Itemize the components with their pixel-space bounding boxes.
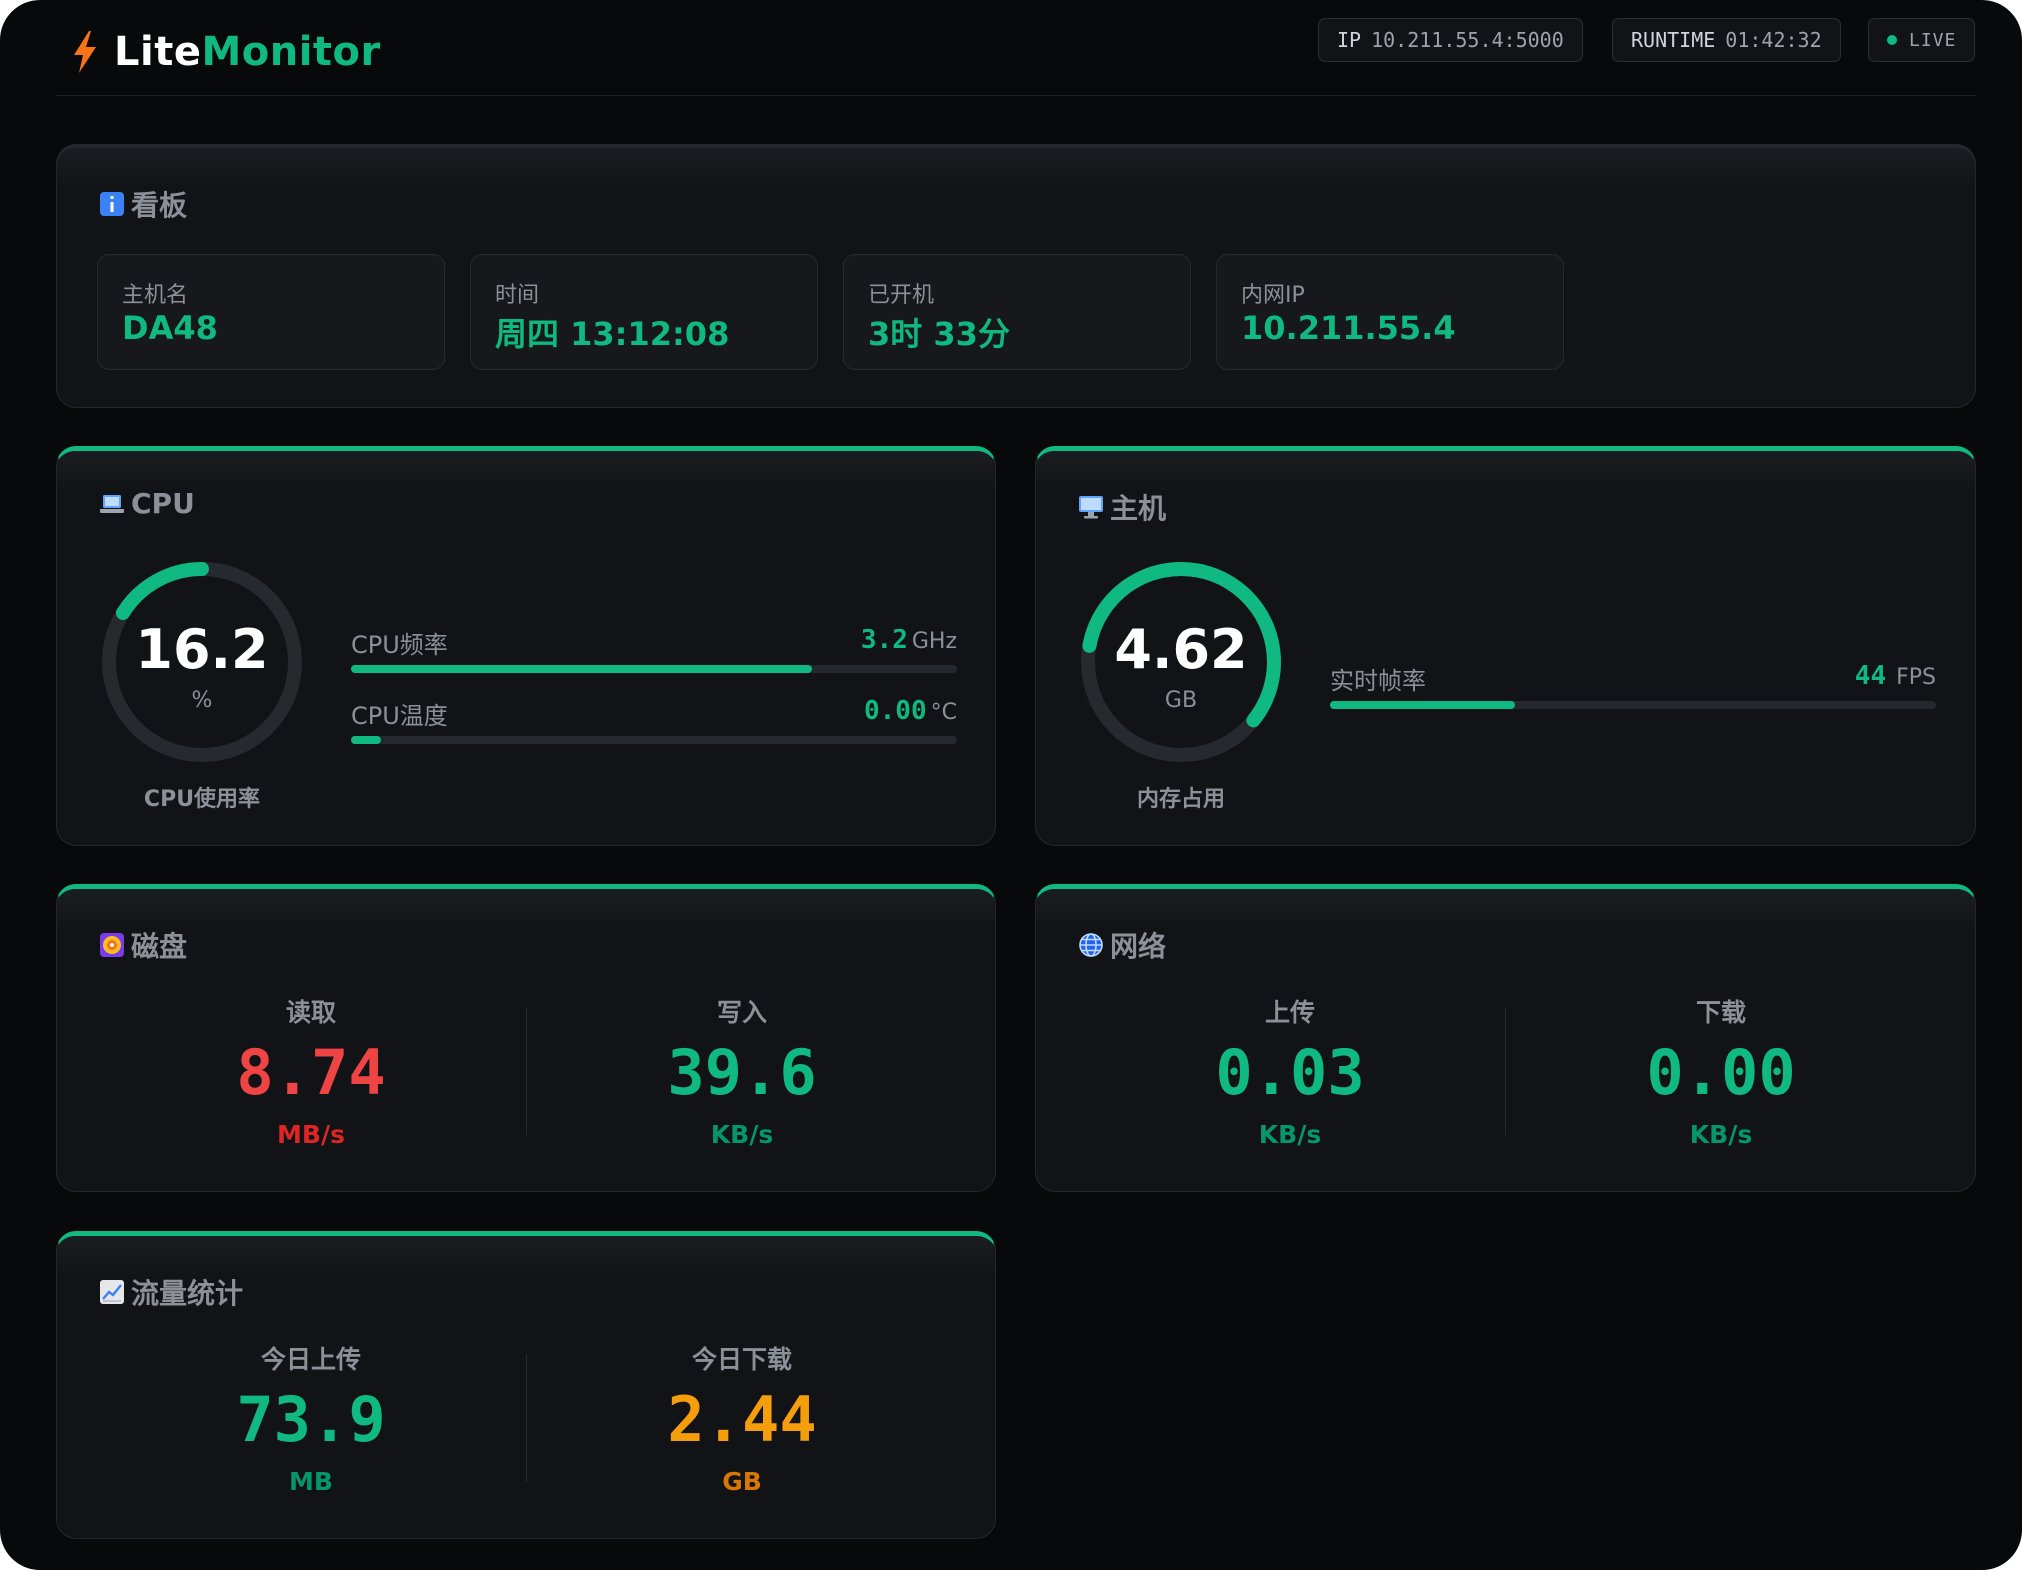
cpu-temperature-fill <box>351 736 382 744</box>
traffic-title: 流量统计 <box>99 1272 243 1312</box>
host-panel: 主机 4.62 GB 内存占用 实时帧率 44 FPS <box>1035 446 1976 846</box>
globe-icon <box>1079 933 1103 957</box>
brand-name-lite: Lite <box>114 29 202 75</box>
network-panel: 网络 上传 0.03 KB/s 下载 0.00 KB/s <box>1035 884 1976 1192</box>
disk-read-stat: 读取 8.74 MB/s <box>161 993 461 1153</box>
brand-logo: Lite Monitor <box>70 22 381 82</box>
laptop-icon <box>100 494 124 513</box>
disk-write-value: 39.6 <box>667 1036 817 1109</box>
cpu-usage-caption: CPU使用率 <box>143 787 261 812</box>
traffic-upload-value: 73.9 <box>236 1383 386 1456</box>
traffic-download-stat: 今日下载 2.44 GB <box>592 1340 892 1500</box>
info-icon <box>100 192 124 216</box>
cpu-frequency-fill <box>351 665 812 673</box>
live-badge: LIVE <box>1868 18 1976 62</box>
traffic-divider <box>526 1354 527 1482</box>
memory-usage-arc <box>1081 562 1281 762</box>
network-title: 网络 <box>1078 925 1166 965</box>
memory-usage-value: 4.62 <box>1114 618 1248 681</box>
cpu-panel: CPU 16.2 % CPU使用率 CPU频率 3.2 GHz CPU温度 0.0… <box>56 446 996 846</box>
cpu-usage-unit: % <box>191 688 213 713</box>
cpu-temperature-bar <box>351 736 957 744</box>
dashboard-title: 看板 <box>99 184 187 224</box>
traffic-download-value: 2.44 <box>667 1383 817 1456</box>
memory-usage-gauge <box>1081 562 1281 762</box>
memory-usage-unit: GB <box>1164 688 1198 713</box>
fps-fill <box>1330 701 1515 709</box>
traffic-upload-stat: 今日上传 73.9 MB <box>161 1340 461 1500</box>
network-download-value: 0.00 <box>1646 1036 1796 1109</box>
disk-write-stat: 写入 39.6 KB/s <box>592 993 892 1153</box>
fps-bar <box>1330 701 1936 709</box>
memory-usage-caption: 内存占用 <box>1136 787 1225 812</box>
traffic-panel: 流量统计 今日上传 73.9 MB 今日下载 2.44 GB <box>56 1231 996 1539</box>
lan-ip-card: 内网IP 10.211.55.4 <box>1216 254 1564 370</box>
cpu-title: CPU <box>99 487 195 520</box>
runtime-badge: RUNTIME 01:42:32 <box>1612 18 1841 62</box>
disk-panel: 磁盘 读取 8.74 MB/s 写入 39.6 KB/s <box>56 884 996 1192</box>
network-upload-unit: KB/s <box>1258 1120 1322 1149</box>
uptime-card: 已开机 3时 33分 <box>843 254 1191 370</box>
fps-row: 实时帧率 44 FPS <box>1330 661 1936 711</box>
disk-title: 磁盘 <box>99 925 187 965</box>
chart-icon <box>100 1280 124 1304</box>
live-dot-icon <box>1887 35 1897 45</box>
brand-name-monitor: Monitor <box>201 29 381 75</box>
disk-write-unit: KB/s <box>710 1120 774 1149</box>
disk-read-unit: MB/s <box>277 1120 345 1149</box>
desktop-icon <box>1079 496 1103 519</box>
network-download-unit: KB/s <box>1689 1120 1753 1149</box>
cpu-usage-value: 16.2 <box>135 618 269 681</box>
network-download-stat: 下载 0.00 KB/s <box>1571 993 1871 1153</box>
ip-badge: IP 10.211.55.4:5000 <box>1318 18 1583 62</box>
cpu-temperature-row: CPU温度 0.00 °C <box>351 696 957 746</box>
lightning-icon <box>74 31 96 73</box>
host-title: 主机 <box>1078 487 1166 527</box>
network-divider <box>1505 1007 1506 1135</box>
disk-read-value: 8.74 <box>236 1036 386 1109</box>
network-upload-stat: 上传 0.03 KB/s <box>1140 993 1440 1153</box>
time-card: 时间 周四 13:12:08 <box>470 254 818 370</box>
disc-icon <box>100 933 124 957</box>
traffic-upload-unit: MB <box>289 1467 333 1496</box>
cpu-frequency-row: CPU频率 3.2 GHz <box>351 625 957 675</box>
dashboard-panel: 看板 主机名 DA48 时间 周四 13:12:08 已开机 3时 33分 内网… <box>56 144 1976 408</box>
hostname-card: 主机名 DA48 <box>97 254 445 370</box>
network-upload-value: 0.03 <box>1215 1036 1365 1109</box>
cpu-usage-gauge <box>102 562 302 762</box>
top-bar: Lite Monitor IP 10.211.55.4:5000 RUNTIME 01… <box>56 12 1976 96</box>
disk-divider <box>526 1007 527 1135</box>
traffic-download-unit: GB <box>722 1467 762 1496</box>
cpu-frequency-bar <box>351 665 957 673</box>
cpu-usage-arc <box>102 562 302 762</box>
